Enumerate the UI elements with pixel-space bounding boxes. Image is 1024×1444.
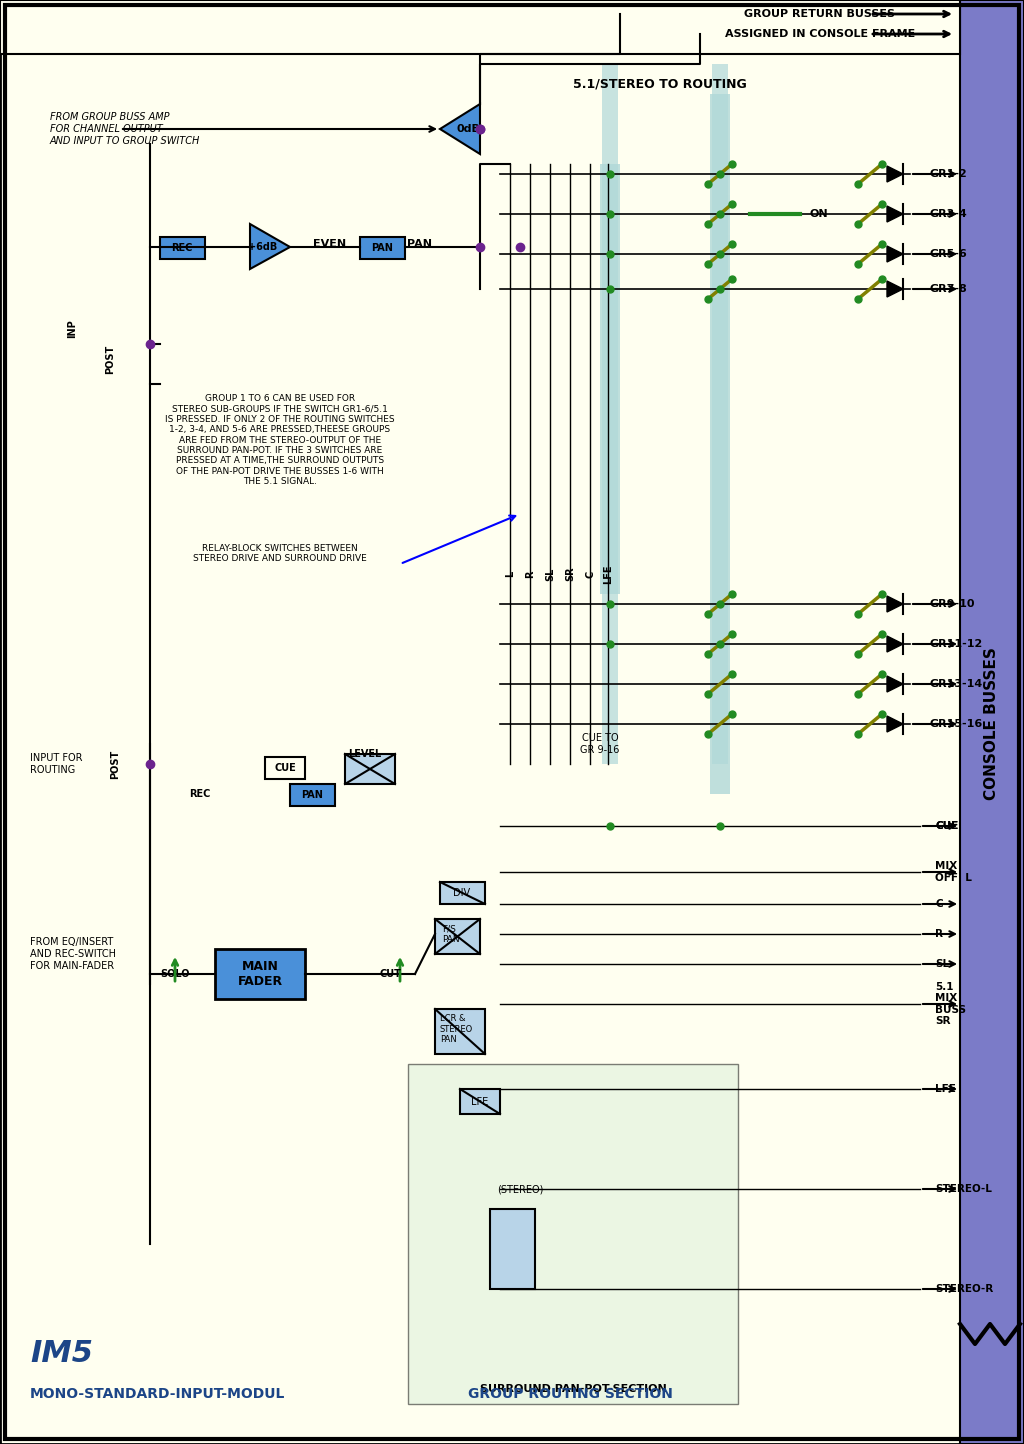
Text: DIV: DIV	[454, 888, 471, 898]
Text: CUE: CUE	[935, 822, 958, 830]
Text: LFE: LFE	[471, 1097, 488, 1108]
Text: R: R	[935, 928, 943, 939]
Text: LCR &
STEREO
PAN: LCR & STEREO PAN	[440, 1014, 473, 1044]
Text: GR7-8: GR7-8	[930, 284, 968, 295]
Text: SURROUND PAN-POT-SECTION: SURROUND PAN-POT-SECTION	[479, 1383, 667, 1393]
Text: C: C	[585, 570, 595, 578]
Text: CUE TO
GR 9-16: CUE TO GR 9-16	[581, 734, 620, 755]
Text: REC: REC	[189, 788, 211, 799]
Text: GR1-2: GR1-2	[930, 169, 968, 179]
Text: LFE: LFE	[603, 565, 613, 583]
Text: GR11-12: GR11-12	[930, 640, 983, 648]
Bar	[435, 1009, 485, 1054]
Bar	[160, 237, 205, 258]
Text: POST: POST	[105, 344, 115, 374]
Text: STEREO-R: STEREO-R	[935, 1284, 993, 1294]
Text: ON: ON	[810, 209, 828, 219]
Text: FROM GROUP BUSS AMP
FOR CHANNEL OUTPUT
AND INPUT TO GROUP SWITCH: FROM GROUP BUSS AMP FOR CHANNEL OUTPUT A…	[50, 113, 201, 146]
Text: R: R	[525, 570, 535, 578]
Text: PAN: PAN	[371, 243, 393, 253]
Text: +6dB: +6dB	[249, 243, 278, 253]
Text: GR5-6: GR5-6	[930, 248, 968, 258]
Text: CONSOLE BUSSES: CONSOLE BUSSES	[984, 647, 999, 800]
Text: INP: INP	[67, 319, 77, 338]
Text: CUT: CUT	[379, 969, 401, 979]
Text: GROUP 1 TO 6 CAN BE USED FOR
STEREO SUB-GROUPS IF THE SWITCH GR1-6/5.1
IS PRESSE: GROUP 1 TO 6 CAN BE USED FOR STEREO SUB-…	[165, 394, 395, 487]
Text: 5.1
MIX
BUSS
SR: 5.1 MIX BUSS SR	[935, 982, 966, 1027]
Text: MAIN
FADER: MAIN FADER	[238, 960, 283, 988]
Text: STEREO-L: STEREO-L	[935, 1184, 992, 1194]
Bar	[710, 94, 730, 794]
Bar	[215, 949, 305, 999]
Polygon shape	[887, 282, 903, 297]
Bar	[408, 1064, 738, 1404]
Bar	[961, 0, 1024, 1444]
Text: POST: POST	[110, 749, 120, 778]
Text: EVEN: EVEN	[313, 240, 346, 248]
Text: SL: SL	[935, 959, 949, 969]
Polygon shape	[250, 224, 290, 269]
Bar	[712, 64, 728, 764]
Text: 5.1/STEREO TO ROUTING: 5.1/STEREO TO ROUTING	[573, 78, 746, 91]
Text: MIX
OFF  L: MIX OFF L	[935, 861, 972, 882]
Bar	[490, 1209, 535, 1289]
Text: SL: SL	[545, 567, 555, 580]
Text: FROM EQ/INSERT
AND REC-SWITCH
FOR MAIN-FADER: FROM EQ/INSERT AND REC-SWITCH FOR MAIN-F…	[30, 937, 116, 970]
Text: F/S
PAN: F/S PAN	[442, 924, 460, 944]
Text: RELAY-BLOCK SWITCHES BETWEEN
STEREO DRIVE AND SURROUND DRIVE: RELAY-BLOCK SWITCHES BETWEEN STEREO DRIV…	[194, 544, 367, 563]
Text: (STEREO): (STEREO)	[497, 1184, 543, 1194]
Text: L: L	[505, 570, 515, 578]
Polygon shape	[887, 166, 903, 182]
Text: GR13-14: GR13-14	[930, 679, 983, 689]
Text: C: C	[935, 900, 943, 910]
Text: CUE: CUE	[935, 822, 958, 830]
Polygon shape	[887, 206, 903, 222]
Text: PAN: PAN	[408, 240, 432, 248]
Bar	[265, 757, 305, 778]
Polygon shape	[887, 596, 903, 612]
Text: INPUT FOR
ROUTING: INPUT FOR ROUTING	[30, 754, 83, 775]
Text: GROUP RETURN BUSSES: GROUP RETURN BUSSES	[744, 9, 896, 19]
Text: GROUP ROUTING SECTION: GROUP ROUTING SECTION	[468, 1388, 673, 1401]
Polygon shape	[887, 676, 903, 692]
Bar	[290, 784, 335, 806]
Text: MONO-STANDARD-INPUT-MODUL: MONO-STANDARD-INPUT-MODUL	[30, 1388, 286, 1401]
Polygon shape	[887, 635, 903, 653]
Bar	[440, 882, 485, 904]
Polygon shape	[440, 104, 480, 155]
Bar	[600, 165, 620, 593]
Text: CUE: CUE	[274, 762, 296, 773]
Text: SR: SR	[565, 566, 575, 582]
Bar	[602, 64, 618, 764]
Bar	[435, 918, 480, 954]
Text: GR9-10: GR9-10	[930, 599, 976, 609]
Polygon shape	[887, 716, 903, 732]
Polygon shape	[887, 245, 903, 261]
Bar	[0, 0, 961, 53]
Text: ASSIGNED IN CONSOLE FRAME: ASSIGNED IN CONSOLE FRAME	[725, 29, 915, 39]
Text: LEVEL: LEVEL	[348, 749, 382, 760]
Text: REC: REC	[171, 243, 193, 253]
Text: SOLO: SOLO	[160, 969, 189, 979]
Text: IM5: IM5	[30, 1340, 93, 1369]
Text: LFE: LFE	[935, 1084, 955, 1095]
Text: PAN: PAN	[301, 790, 323, 800]
Text: GR3-4: GR3-4	[930, 209, 968, 219]
Bar	[460, 1089, 500, 1113]
Bar	[345, 754, 395, 784]
Text: 0dB: 0dB	[456, 124, 480, 134]
Bar	[360, 237, 406, 258]
Text: GR15-16: GR15-16	[930, 719, 983, 729]
